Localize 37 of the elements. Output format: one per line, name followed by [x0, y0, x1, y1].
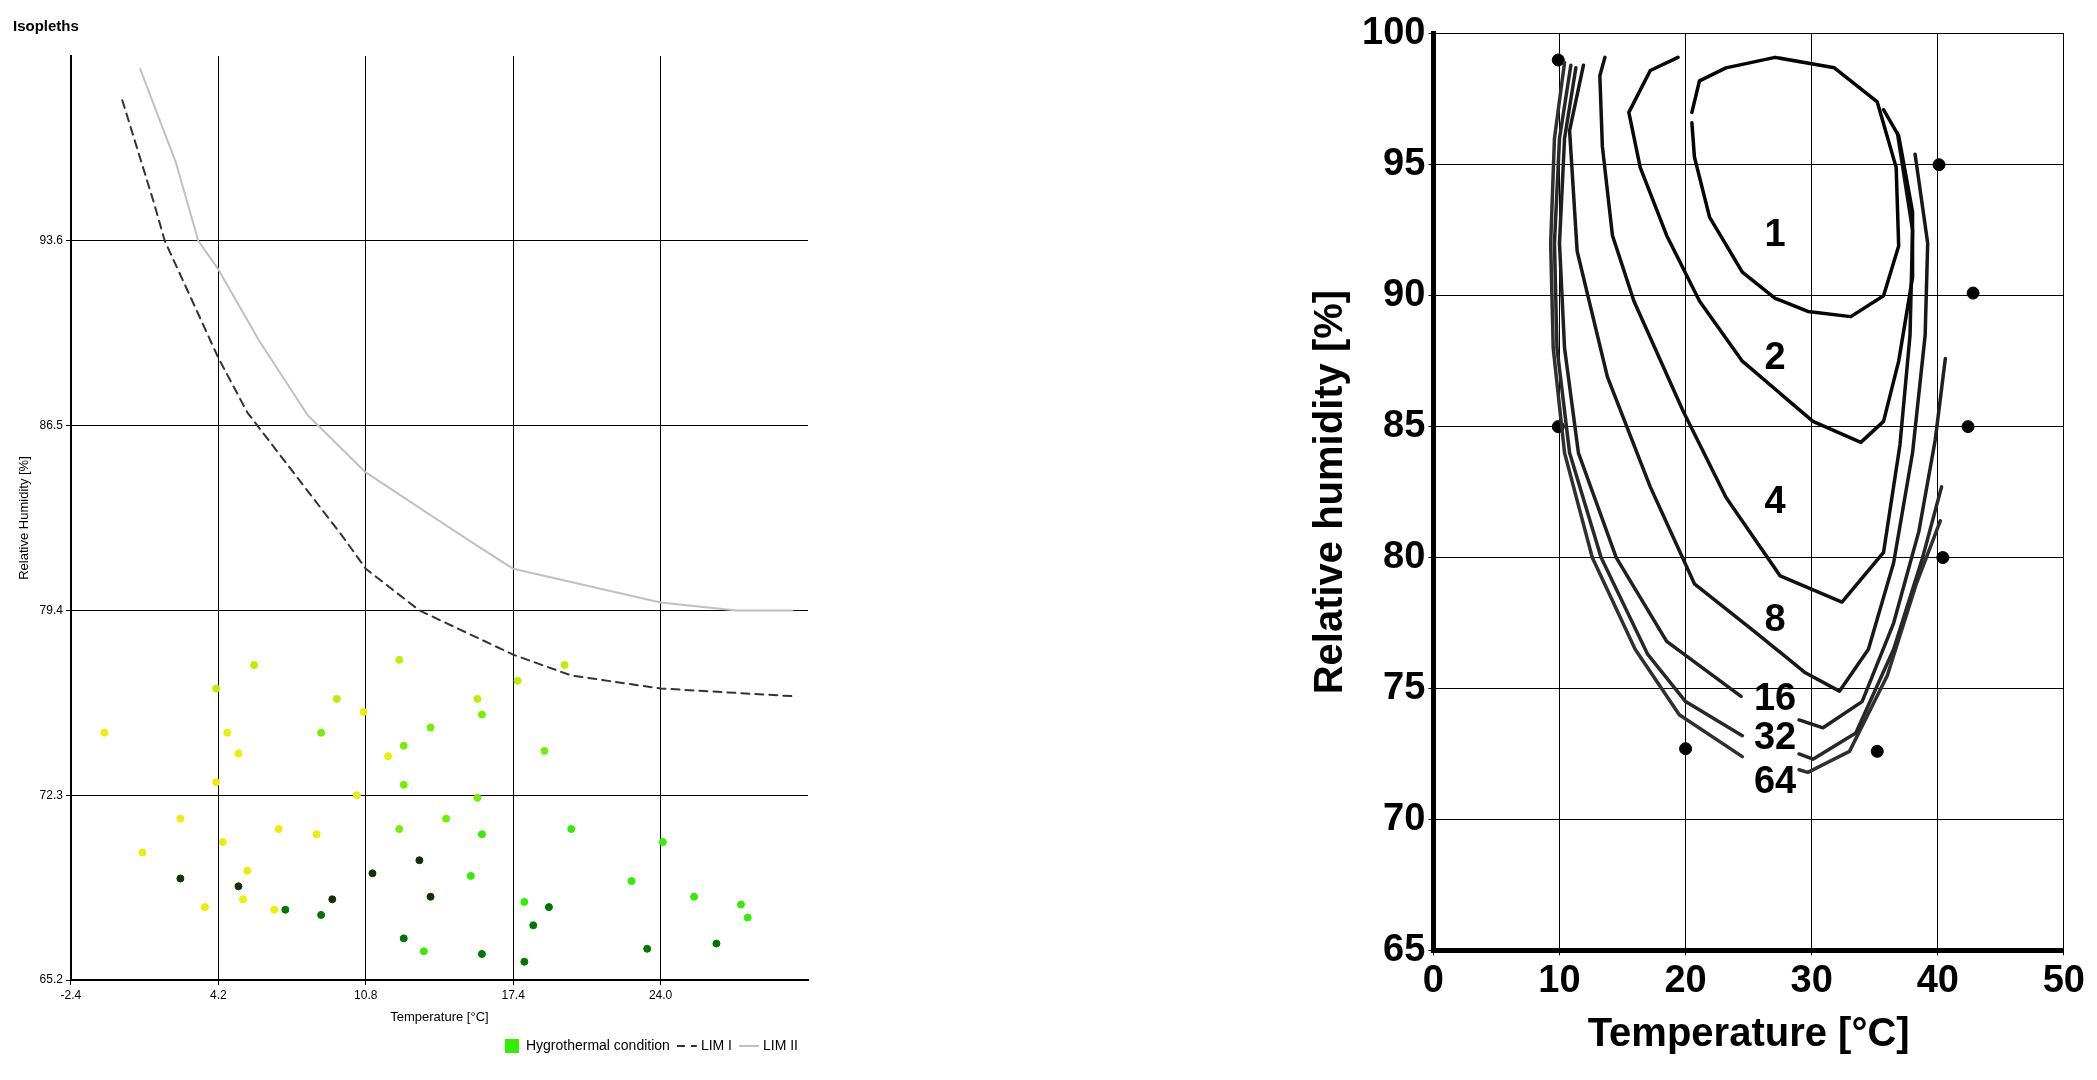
annotation: 2 — [1764, 334, 1786, 377]
legend-label: LIM I — [700, 1036, 732, 1053]
y-tick-label: 100 — [1362, 10, 1426, 53]
legend-label: Hygrothermal condition — [525, 1036, 670, 1053]
annotation: 16 — [1753, 675, 1797, 718]
x-tick-label: 10.8 — [354, 987, 378, 1002]
annotation: 32 — [1753, 715, 1797, 758]
x-tick-label: 24.0 — [648, 987, 673, 1002]
chart-title: Isopleths — [13, 17, 79, 35]
y-tick-label: 85 — [1383, 403, 1426, 446]
annotation: 8 — [1764, 596, 1786, 639]
x-axis-title: Temperature [°C] — [390, 1008, 489, 1024]
y-tick-label: 90 — [1383, 272, 1426, 315]
y-axis-title: Relative humidity [%] — [1306, 289, 1351, 695]
x-tick-label: 40 — [1916, 957, 1959, 1000]
x-tick-label: 50 — [2042, 957, 2086, 1000]
y-tick-label: 93.6 — [39, 233, 64, 248]
y-tick-label: 86.5 — [39, 417, 64, 432]
y-tick-label: 72.3 — [39, 787, 64, 802]
annotation: 1 — [1764, 211, 1786, 254]
annotation: 4 — [1764, 478, 1786, 521]
x-tick-label: -2.4 — [60, 987, 82, 1002]
y-axis-title: Relative Humidity [%] — [16, 456, 32, 580]
x-tick-label: 17.4 — [501, 987, 526, 1002]
y-tick-label: 80 — [1383, 534, 1426, 577]
x-tick-label: 20 — [1664, 957, 1707, 1000]
annotation: 64 — [1753, 759, 1797, 802]
y-tick-label: 70 — [1383, 795, 1426, 838]
x-axis-title: Temperature [°C] — [1587, 1010, 1910, 1055]
y-tick-label: 65.2 — [39, 972, 64, 987]
x-tick-label: 30 — [1790, 957, 1833, 1000]
y-tick-label: 95 — [1383, 141, 1426, 184]
x-tick-label: 4.2 — [210, 987, 228, 1002]
x-tick-label: 10 — [1538, 957, 1581, 1000]
y-tick-label: 79.4 — [39, 602, 64, 617]
legend-label: LIM II — [762, 1036, 799, 1053]
y-tick-label: 75 — [1383, 665, 1426, 707]
